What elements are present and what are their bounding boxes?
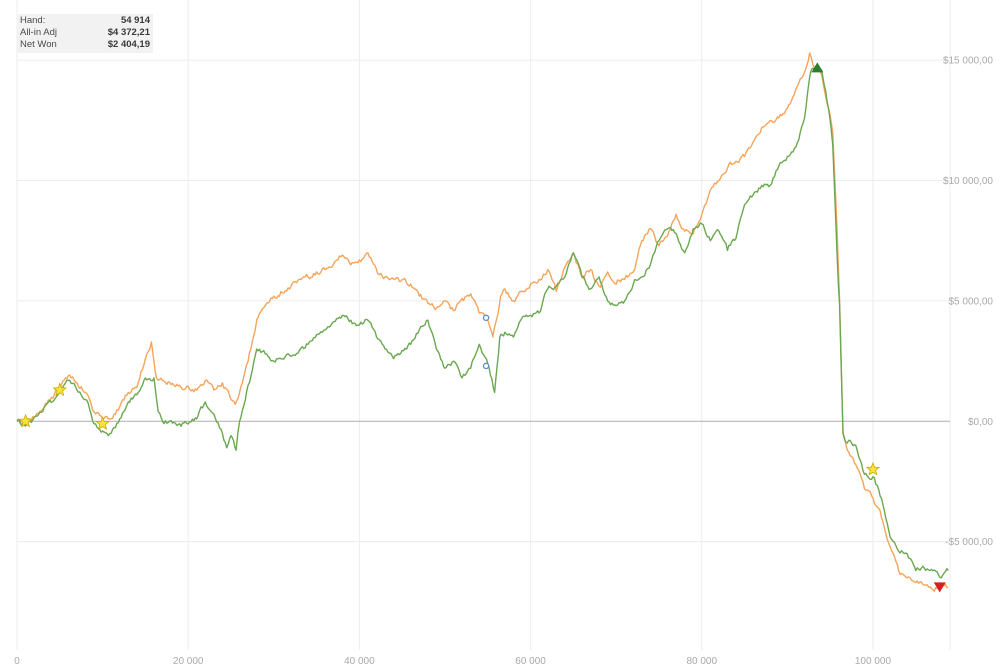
x-tick-label: 20 000	[173, 656, 204, 667]
x-tick-label: 100 000	[855, 656, 892, 667]
info-row-net-won: Net Won $2 404,19	[20, 39, 150, 51]
y-tick-labels: $15 000,00 $10 000,00 $5 000,00 $0,00 -$5 00…	[943, 56, 993, 548]
series-layer	[16, 52, 949, 592]
y-tick-label: $5 000,00	[949, 296, 994, 307]
x-tick-label: 60 000	[515, 656, 546, 667]
hand-label: Hand:	[20, 15, 46, 26]
x-tick-label: 40 000	[344, 656, 375, 667]
net-won-value: $2 404,19	[107, 39, 150, 50]
hand-value: 54 914	[120, 15, 150, 26]
net-won-label: Net Won	[20, 39, 57, 50]
circle-marker	[482, 314, 490, 322]
series-line-1	[16, 66, 949, 579]
info-row-all-in-adj: All-in Adj $4 372,21	[20, 27, 150, 39]
max-peak-marker	[811, 62, 824, 73]
x-gridlines	[16, 0, 951, 650]
all-in-adj-label: All-in Adj	[20, 27, 57, 38]
y-tick-label: -$5 000,00	[945, 537, 993, 548]
y-tick-label: $10 000,00	[943, 176, 993, 187]
star-marker	[52, 382, 68, 397]
y-tick-label: $0,00	[968, 417, 993, 428]
star-marker	[95, 416, 110, 430]
hand-info-panel: Hand: 54 914 All-in Adj $4 372,21 Net Wo…	[17, 14, 153, 53]
marker-layer	[18, 62, 946, 593]
x-tick-label: 80 000	[686, 656, 717, 667]
min-trough-marker	[933, 582, 946, 593]
y-tick-label: $15 000,00	[943, 56, 993, 67]
x-tick-labels: 0 20 000 40 000 60 000 80 000 100 000	[14, 656, 891, 667]
info-row-hand: Hand: 54 914	[20, 15, 150, 27]
all-in-adj-value: $4 372,21	[107, 27, 150, 38]
series-line-0	[16, 52, 949, 592]
star-marker	[865, 461, 881, 476]
circle-marker	[482, 362, 490, 370]
x-tick-label: 0	[14, 656, 20, 667]
y-gridlines	[17, 59, 950, 543]
star-marker	[18, 413, 33, 428]
